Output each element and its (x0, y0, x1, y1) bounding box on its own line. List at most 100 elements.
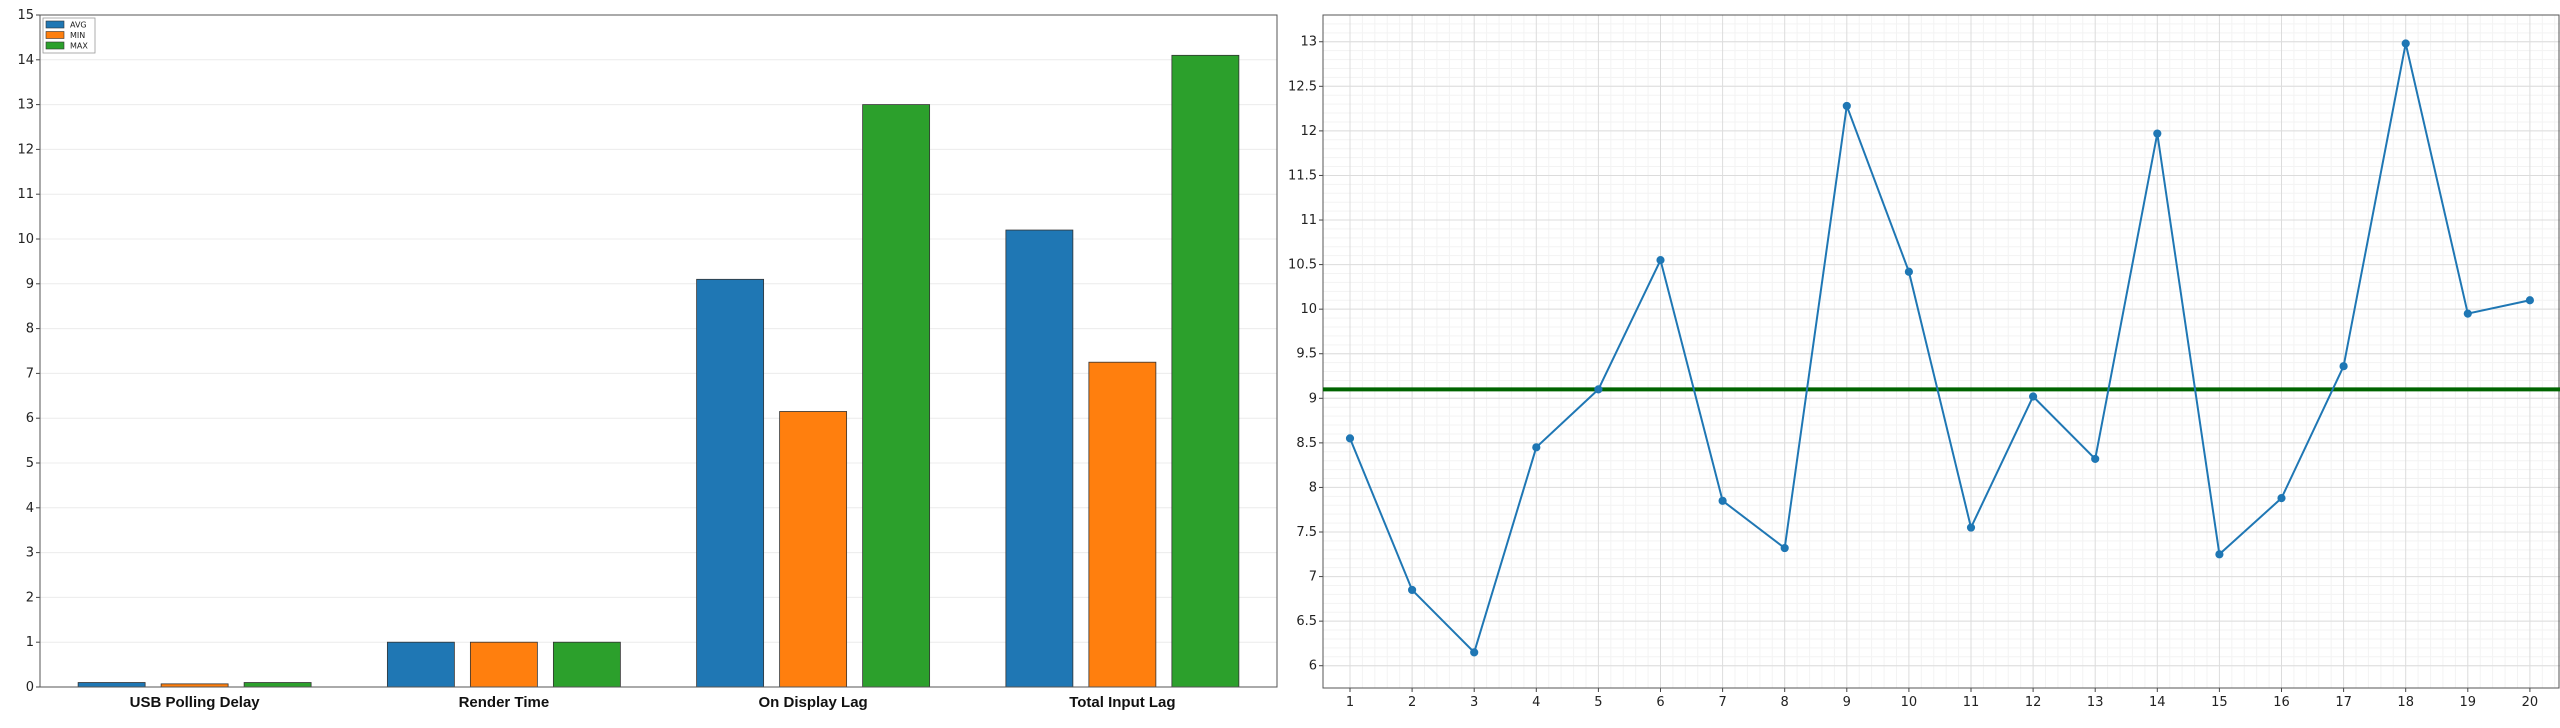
bar-y-tick-label: 1 (26, 635, 34, 650)
line-x-tick-label: 1 (1346, 695, 1354, 710)
line-y-tick-label: 6 (1309, 659, 1317, 674)
bar-category-label: Total Input Lag (1069, 694, 1175, 711)
bar-legend-swatch-min (45, 31, 65, 39)
line-x-tick-label: 5 (1594, 695, 1602, 710)
line-x-tick-label: 7 (1718, 695, 1726, 710)
bar-max-1 (552, 641, 621, 688)
line-point-12 (2029, 392, 2038, 401)
line-point-11 (1966, 523, 1976, 532)
bar-legend-label: MAX (70, 42, 88, 51)
line-y-tick-label: 10.5 (1288, 258, 1317, 273)
line-y-tick-label: 11 (1300, 213, 1317, 228)
bar-category-label: Render Time (459, 694, 550, 711)
bar-min-3 (1088, 361, 1157, 688)
line-point-1 (1345, 434, 1355, 443)
line-y-tick-label: 7 (1309, 570, 1317, 585)
line-y-tick-label: 12.5 (1288, 79, 1317, 94)
line-point-18 (2401, 39, 2410, 48)
line-y-tick-label: 7.5 (1296, 525, 1317, 540)
line-x-tick-label: 6 (1656, 695, 1664, 710)
bar-max-0 (243, 682, 312, 688)
line-y-tick-label: 9 (1309, 391, 1317, 406)
bar-y-tick-label: 2 (26, 590, 34, 605)
line-series-path (1349, 43, 2531, 655)
line-x-tick-label: 19 (2460, 695, 2477, 710)
line-y-tick-label: 10 (1300, 302, 1317, 317)
line-point-16 (2277, 494, 2286, 503)
line-y-tick-label: 8 (1309, 480, 1317, 495)
line-x-tick-label: 8 (1781, 695, 1789, 710)
bar-legend-swatch-avg (45, 20, 65, 29)
line-x-tick-label: 12 (2025, 695, 2042, 710)
line-x-tick-label: 13 (2087, 695, 2104, 710)
line-x-tick-label: 4 (1532, 695, 1540, 710)
bar-y-tick-label: 6 (26, 411, 34, 426)
line-y-tick-label: 11.5 (1288, 168, 1317, 183)
line-point-19 (2463, 309, 2472, 318)
bar-y-tick-label: 9 (26, 277, 34, 292)
line-y-tick-label: 6.5 (1296, 614, 1317, 629)
line-point-6 (1656, 256, 1665, 265)
bar-y-tick-label: 11 (17, 187, 34, 202)
line-x-tick-label: 18 (2397, 695, 2414, 710)
line-plot-frame (1322, 14, 2560, 689)
bar-avg-1 (386, 641, 455, 688)
bar-y-tick-label: 15 (17, 8, 34, 23)
bar-y-tick-label: 8 (26, 322, 34, 337)
line-x-tick-label: 10 (1901, 695, 1918, 710)
bar-avg-2 (696, 278, 765, 688)
line-x-tick-label: 15 (2211, 695, 2228, 710)
bar-category-label: On Display Lag (759, 694, 868, 711)
line-x-tick-label: 9 (1843, 695, 1851, 710)
line-x-tick-label: 3 (1470, 695, 1478, 710)
line-x-tick-label: 11 (1963, 695, 1980, 710)
line-point-17 (2339, 362, 2348, 371)
line-point-2 (1408, 585, 1417, 595)
bar-legend-swatch-max (45, 41, 65, 50)
bar-avg-0 (77, 682, 146, 688)
line-point-15 (2215, 550, 2224, 559)
bar-y-tick-label: 0 (26, 680, 34, 695)
line-y-tick-label: 9.5 (1296, 347, 1317, 362)
bar-legend-label: AVG (70, 21, 87, 30)
line-x-tick-label: 14 (2149, 695, 2166, 710)
line-y-tick-label: 8.5 (1296, 436, 1317, 451)
bar-min-1 (469, 641, 538, 688)
bar-y-tick-label: 14 (17, 53, 34, 68)
bar-y-tick-label: 7 (26, 366, 34, 381)
bar-plot-frame (39, 14, 1278, 688)
bar-y-tick-label: 4 (26, 501, 34, 516)
line-point-14 (2153, 129, 2162, 138)
bar-y-tick-label: 13 (17, 98, 34, 113)
bar-y-tick-label: 3 (26, 546, 34, 561)
line-point-13 (2091, 454, 2100, 464)
line-y-tick-label: 12 (1300, 124, 1317, 139)
line-x-tick-label: 17 (2335, 695, 2352, 710)
line-point-5 (1594, 385, 1603, 394)
line-plot-area (1323, 15, 2560, 688)
line-x-tick-label: 16 (2273, 695, 2290, 710)
bar-max-2 (862, 104, 931, 688)
line-point-7 (1718, 496, 1727, 505)
bar-category-label: USB Polling Delay (130, 694, 261, 711)
bar-max-3 (1171, 54, 1240, 688)
bar-y-tick-label: 5 (26, 456, 34, 471)
line-point-9 (1842, 101, 1851, 111)
bar-y-tick-label: 12 (17, 142, 34, 157)
line-point-20 (2525, 296, 2534, 305)
line-x-tick-label: 2 (1408, 695, 1416, 710)
bar-y-tick-label: 10 (17, 232, 34, 247)
line-x-tick-label: 20 (2522, 695, 2539, 710)
line-point-8 (1780, 543, 1789, 553)
bar-min-2 (779, 411, 848, 688)
line-point-10 (1904, 267, 1914, 276)
line-point-3 (1470, 648, 1479, 657)
line-y-tick-label: 13 (1300, 35, 1317, 50)
line-point-4 (1532, 443, 1541, 452)
bar-legend-label: MIN (70, 31, 85, 40)
